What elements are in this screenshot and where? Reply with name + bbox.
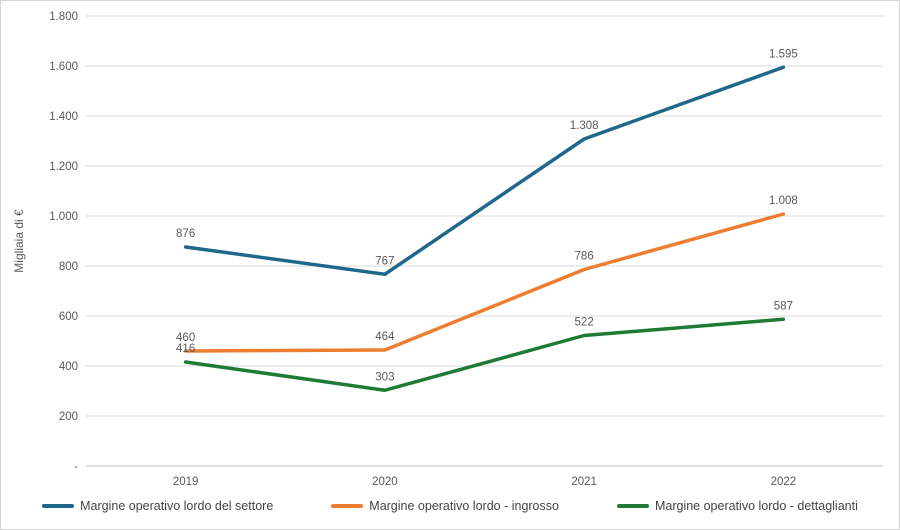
series-line — [183, 212, 786, 353]
x-tick-label: 2019 — [173, 476, 199, 488]
series-line — [183, 317, 786, 392]
data-label: 460 — [176, 332, 195, 344]
y-tick-label: 400 — [59, 361, 78, 373]
legend-label-ingrosso: Margine operativo lordo - ingrosso — [369, 499, 559, 513]
legend-label-settore: Margine operativo lordo del settore — [80, 499, 274, 513]
data-label: 876 — [176, 228, 195, 240]
data-label: 522 — [575, 317, 594, 329]
legend-item-ingrosso: Margine operativo lordo - ingrosso — [331, 499, 559, 513]
legend-line-marker-ingrosso — [331, 504, 364, 508]
data-label: 464 — [375, 331, 395, 343]
y-tick-label: 1.800 — [49, 11, 78, 23]
y-tick-label: 1.000 — [49, 211, 78, 223]
data-label: 416 — [176, 343, 195, 355]
legend-label-dettaglianti: Margine operativo lordo - dettaglianti — [654, 499, 858, 513]
y-axis-title: Migliaia di € — [12, 209, 26, 273]
line-chart: - 200 400 600 800 1.000 1.200 1.400 1.600 1.800 Mi… — [12, 11, 883, 488]
data-label: 1.595 — [769, 48, 798, 60]
series-line — [183, 65, 786, 276]
legend-item-dettaglianti: Margine operativo lordo - dettaglianti — [616, 499, 858, 513]
x-tick-label: 2020 — [372, 476, 398, 488]
y-tick-label: - — [74, 461, 78, 473]
legend: Margine operativo lordo del settore Marg… — [1, 499, 899, 513]
legend-line-marker-settore — [42, 504, 75, 508]
x-tick-label: 2021 — [571, 476, 597, 488]
data-label: 786 — [575, 251, 594, 263]
y-tick-label: 800 — [59, 261, 78, 273]
x-tick-label: 2022 — [771, 476, 797, 488]
data-label: 767 — [375, 255, 394, 267]
y-tick-label: 1.400 — [49, 111, 78, 123]
y-tick-label: 1.600 — [49, 61, 78, 73]
legend-line-marker-dettaglianti — [616, 504, 649, 508]
legend-item-settore: Margine operativo lordo del settore — [42, 499, 273, 513]
data-label: 587 — [774, 300, 793, 312]
data-label: 1.008 — [769, 195, 798, 207]
y-tick-label: 1.200 — [49, 161, 78, 173]
y-tick-label: 200 — [59, 411, 78, 423]
y-tick-label: 600 — [59, 311, 78, 323]
data-label: 303 — [375, 371, 394, 383]
data-label: 1.308 — [570, 120, 599, 132]
